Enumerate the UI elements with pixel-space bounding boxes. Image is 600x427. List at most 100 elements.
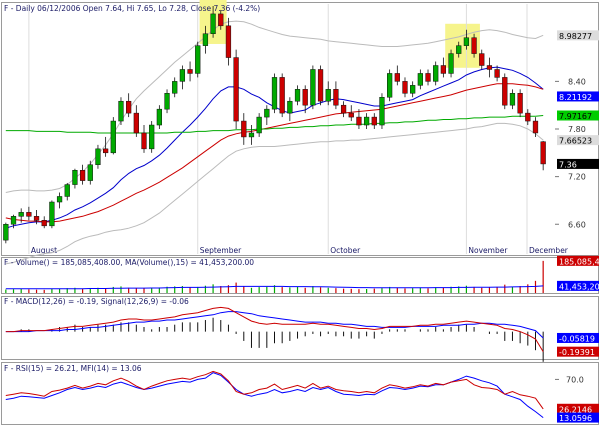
candle-8 (56, 196, 63, 203)
volume-bar-30 (227, 285, 230, 293)
volume-bar-20 (151, 287, 153, 293)
volume-bar-67 (511, 286, 514, 293)
price-value-label-1-box (557, 30, 599, 41)
volume-bar-51 (389, 286, 391, 293)
rsi-line (5, 370, 544, 410)
volume-bar-43 (327, 287, 329, 293)
candle-11 (79, 170, 86, 181)
volume-bar-65 (496, 287, 498, 293)
candle-30 (225, 25, 232, 58)
candle-34 (256, 116, 262, 134)
candle-67 (509, 93, 516, 106)
candle-55 (417, 73, 423, 86)
rsi-value-label-1-box (557, 403, 599, 414)
volume-bar-69 (527, 284, 529, 293)
candle-14 (102, 148, 109, 154)
candle-63 (479, 53, 485, 66)
volume-bar-5 (35, 289, 38, 293)
candle-31 (233, 57, 239, 122)
candle-42 (317, 69, 324, 102)
volume-bar-45 (342, 288, 345, 293)
candle-53 (402, 81, 408, 94)
candle-44 (333, 89, 339, 106)
volume-bar-62 (473, 286, 475, 293)
candle-21 (156, 108, 162, 126)
candle-37 (279, 77, 285, 114)
candle-13 (95, 148, 101, 165)
volume-bar-29 (220, 286, 222, 293)
candle-28 (210, 13, 216, 34)
volume-bar-57 (435, 287, 437, 293)
volume-bar-24 (181, 286, 183, 293)
rsi-value-label-1: 26.2146 (559, 405, 592, 414)
candle-39 (294, 89, 301, 102)
volume-bar-3 (20, 288, 22, 293)
candle-7 (49, 201, 55, 227)
macd-value-label-1: -0.05819 (559, 334, 595, 343)
volume-bar-39 (296, 286, 299, 293)
month-label-5: December (529, 246, 569, 255)
volume-bar-37 (281, 287, 283, 293)
candle-20 (149, 124, 155, 150)
volume-bar-36 (273, 285, 276, 293)
candle-50 (379, 97, 385, 126)
volume-bar-40 (304, 287, 306, 293)
volume-bar-41 (312, 286, 314, 293)
candle-27 (202, 33, 209, 46)
candle-24 (179, 69, 186, 82)
volume-bar-50 (381, 288, 383, 293)
volume-bar-9 (66, 288, 68, 293)
volume-bar-19 (143, 288, 145, 293)
macd-value-label-1-box (557, 332, 599, 343)
volume-bar-11 (81, 288, 84, 293)
price-value-label-2: 8.21192 (559, 93, 592, 102)
candle-3 (18, 212, 24, 217)
candle-16 (118, 100, 124, 122)
candle-12 (87, 164, 93, 181)
macd-value-label-2: -0.19391 (559, 348, 595, 357)
price-value-label-5-box (557, 158, 599, 169)
macd-line (5, 306, 544, 352)
volume-bar-6 (43, 289, 45, 293)
panel-frame-1 (1, 2, 599, 256)
volume-bar-34 (258, 287, 260, 293)
candle-9 (64, 184, 70, 197)
candle-6 (41, 220, 47, 227)
candle-15 (110, 120, 116, 154)
candle-47 (356, 116, 362, 126)
volume-bar-63 (481, 287, 483, 293)
volume-bar-60 (458, 286, 460, 293)
volume-bar-55 (419, 287, 421, 293)
candle-22 (164, 93, 170, 110)
candle-19 (141, 132, 147, 150)
candle-10 (72, 170, 78, 185)
volume-bar-44 (335, 288, 337, 293)
volume-bar-54 (412, 288, 414, 293)
candle-17 (126, 100, 132, 114)
rsi-value-label-2-box (557, 412, 599, 423)
candle-38 (287, 100, 293, 114)
price-tick-1: 6.60 (568, 220, 586, 229)
candle-58 (440, 65, 447, 74)
candle-36 (271, 77, 278, 110)
volume-bar-42 (319, 287, 322, 293)
volume-bar-12 (89, 288, 91, 293)
volume-chart-title: F - Volume() = 185,085,408.00, MA(Volume… (4, 258, 254, 267)
volume-bar-8 (58, 288, 61, 293)
panel-frame-4 (1, 362, 599, 425)
candle-68 (517, 93, 523, 114)
panel-frame-3 (1, 296, 599, 360)
overlay-bollinger-lower (5, 122, 544, 265)
volume-bar-21 (158, 287, 160, 293)
candle-4 (26, 212, 32, 217)
candle-46 (348, 112, 354, 118)
volume-value-label-1-box (557, 255, 599, 266)
volume-bar-28 (212, 284, 214, 293)
rsi-value-label-2: 13.0596 (559, 414, 592, 423)
volume-bar-46 (350, 288, 352, 293)
volume-bar-66 (504, 284, 506, 293)
volume-bar-56 (427, 288, 429, 293)
volume-bar-10 (74, 287, 76, 293)
volume-bar-1 (5, 289, 7, 293)
volume-bar-17 (128, 287, 130, 293)
